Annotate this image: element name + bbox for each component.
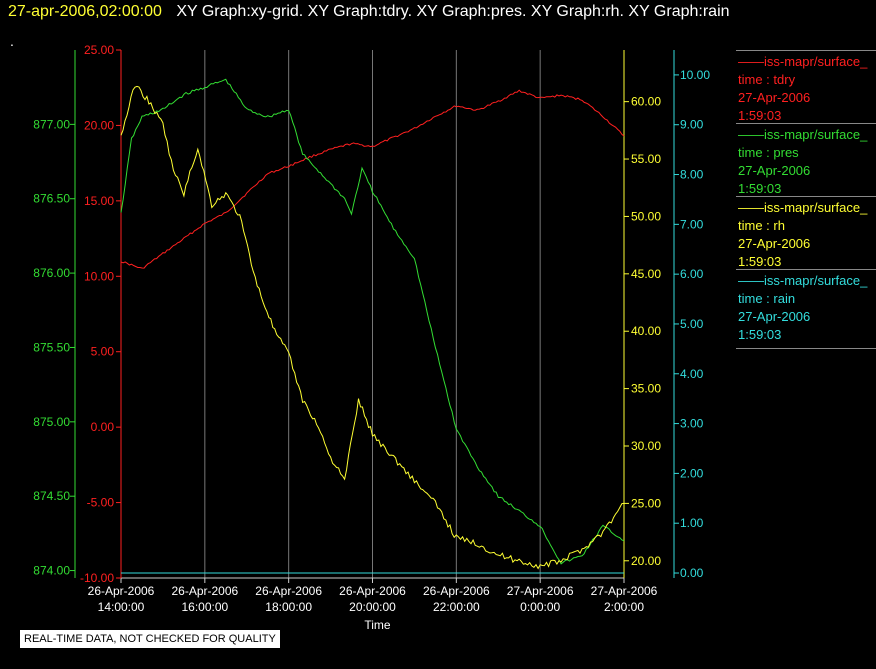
rh-axis-tick-label: 40.00	[631, 324, 661, 338]
legend-date: 27-Apr-2006	[738, 90, 811, 105]
series-line-rh	[120, 85, 625, 570]
tdry-axis-tick-label: 0.00	[91, 420, 115, 434]
legend-time: 1:59:03	[738, 181, 782, 196]
rh-axis-tick-label: 50.00	[631, 209, 661, 223]
rh-axis-tick-label: 20.00	[631, 554, 661, 568]
rain-axis-tick-label: 10.00	[680, 68, 710, 82]
rain-axis-tick-label: 5.00	[680, 317, 704, 331]
x-tick-label-time: 18:00:00	[265, 600, 312, 614]
legend-date: 27-Apr-2006	[738, 309, 811, 324]
x-tick-label-time: 20:00:00	[349, 600, 396, 614]
x-tick-label-time: 22:00:00	[433, 600, 480, 614]
legend-time: 1:59:03	[738, 254, 782, 269]
x-tick-label-date: 26-Apr-2006	[339, 584, 406, 598]
tdry-axis-tick-label: 20.00	[84, 118, 114, 132]
graph-titles: XY Graph:xy-grid. XY Graph:tdry. XY Grap…	[176, 3, 730, 20]
x-tick-label-date: 26-Apr-2006	[255, 584, 322, 598]
x-tick-label-date: 26-Apr-2006	[171, 584, 238, 598]
pres-axis-tick-label: 874.00	[33, 564, 70, 578]
rain-axis-tick-label: 6.00	[680, 267, 704, 281]
tdry-axis-tick-label: 10.00	[84, 269, 114, 283]
legend-entry-pres: ——iss-mapr/surface_time : pres 27-Apr-200…	[736, 123, 876, 196]
rain-axis-tick-label: 0.00	[680, 566, 704, 580]
x-tick-label-date: 26-Apr-2006	[423, 584, 490, 598]
pres-axis-tick-label: 874.50	[33, 489, 70, 503]
series-line-tdry	[120, 89, 625, 269]
pres-axis-tick-label: 875.50	[33, 340, 70, 354]
rh-axis-tick-label: 35.00	[631, 382, 661, 396]
x-tick-label-time: 14:00:00	[98, 600, 145, 614]
legend-field: time : pres	[738, 145, 799, 160]
tdry-axis-tick-label: -10.00	[80, 571, 114, 585]
x-tick-label-time: 2:00:00	[604, 600, 644, 614]
x-tick-label-time: 0:00:00	[520, 600, 560, 614]
pres-axis-tick-label: 875.00	[33, 415, 70, 429]
rh-axis-tick-label: 60.00	[631, 95, 661, 109]
legend-date: 27-Apr-2006	[738, 163, 811, 178]
legend-time: 1:59:03	[738, 108, 782, 123]
rain-axis-tick-label: 9.00	[680, 118, 704, 132]
tdry-axis-tick-label: -5.00	[87, 496, 115, 510]
legend-field: time : tdry	[738, 72, 796, 87]
graph-header: 27-apr-2006,02:00:00 XY Graph:xy-grid. X…	[8, 3, 730, 21]
legend-entry-rh: ——iss-mapr/surface_time : rh 27-Apr-2006 1…	[736, 196, 876, 269]
legend-name: ——iss-mapr/surface_	[738, 127, 868, 142]
legend-date: 27-Apr-2006	[738, 236, 811, 251]
legend: ——iss-mapr/surface_ time : tdry 27-Apr-200…	[736, 50, 876, 349]
legend-field: time : rain	[738, 291, 796, 306]
rain-axis-tick-label: 2.00	[680, 466, 704, 480]
rain-axis-tick-label: 3.00	[680, 417, 704, 431]
rain-axis-tick-label: 7.00	[680, 217, 704, 231]
legend-entry-rain: ——iss-mapr/surface_time : rain 27-Apr-200…	[736, 269, 876, 349]
rh-axis-tick-label: 25.00	[631, 496, 661, 510]
pres-axis-tick-label: 876.50	[33, 192, 70, 206]
rain-axis-tick-label: 1.00	[680, 516, 704, 530]
rain-axis-tick-label: 4.00	[680, 367, 704, 381]
legend-name: ——iss-mapr/surface_	[738, 200, 868, 215]
pres-axis-tick-label: 877.00	[33, 117, 70, 131]
quality-label: REAL-TIME DATA, NOT CHECKED FOR QUALITY	[20, 630, 280, 648]
legend-entry-tdry: ——iss-mapr/surface_time : tdry 27-Apr-200…	[736, 50, 876, 123]
x-axis-label: Time	[364, 618, 391, 632]
pres-axis-tick-label: 876.00	[33, 266, 70, 280]
rain-axis-tick-label: 8.00	[680, 168, 704, 182]
rh-axis-tick-label: 30.00	[631, 439, 661, 453]
x-tick-label-time: 16:00:00	[181, 600, 228, 614]
rh-axis-tick-label: 45.00	[631, 267, 661, 281]
x-tick-label-date: 27-Apr-2006	[591, 584, 658, 598]
legend-name: ——iss-mapr/surface_	[738, 273, 868, 288]
tdry-axis-tick-label: 5.00	[91, 345, 115, 359]
legend-time: 1:59:03	[738, 327, 782, 342]
marker-text: .	[10, 33, 14, 49]
x-tick-label-date: 27-Apr-2006	[507, 584, 574, 598]
series-line-pres	[120, 78, 625, 565]
legend-field: time : rh	[738, 218, 785, 233]
timestamp: 27-apr-2006,02:00:00	[8, 3, 162, 20]
tdry-axis-tick-label: 15.00	[84, 194, 114, 208]
legend-name: ——iss-mapr/surface_	[738, 54, 868, 69]
rh-axis-tick-label: 55.00	[631, 152, 661, 166]
x-tick-label-date: 26-Apr-2006	[88, 584, 155, 598]
tdry-axis-tick-label: 25.00	[84, 43, 114, 57]
